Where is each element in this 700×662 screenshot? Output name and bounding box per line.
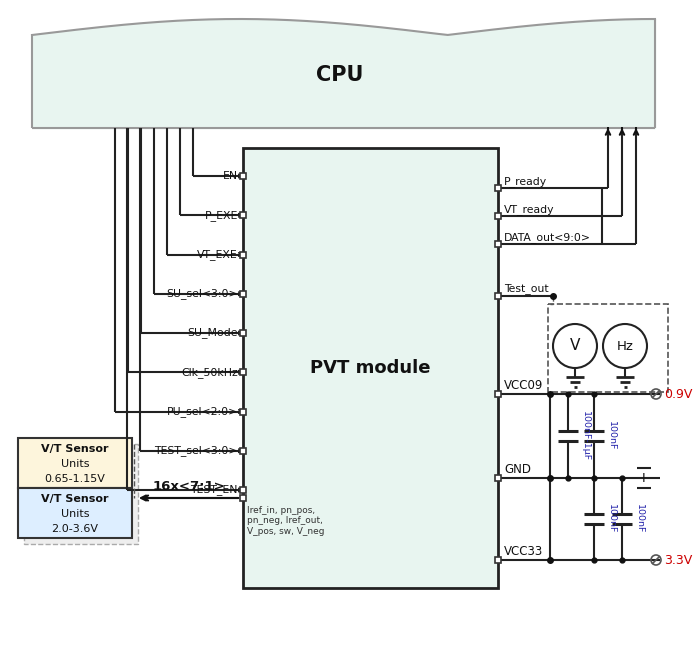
Bar (18, 488, 132, 538)
Circle shape (553, 324, 597, 368)
Text: V/T Sensor: V/T Sensor (41, 444, 108, 454)
Text: VT_ready: VT_ready (504, 204, 554, 215)
Text: Hz: Hz (617, 340, 634, 352)
Text: TEST_EN: TEST_EN (190, 485, 238, 495)
Bar (240, 448, 246, 453)
Text: TEST_sel<3:0>: TEST_sel<3:0> (155, 446, 238, 456)
Bar (495, 213, 501, 219)
Bar (495, 391, 501, 397)
Text: P_EXE: P_EXE (204, 210, 238, 220)
Text: VCC09: VCC09 (504, 379, 543, 392)
Text: GND: GND (504, 463, 531, 476)
Text: 100nF: 100nF (635, 504, 644, 534)
Text: VT_EXE: VT_EXE (197, 249, 238, 260)
Text: 0.65-1.15V: 0.65-1.15V (45, 474, 106, 484)
Text: P_ready: P_ready (504, 176, 547, 187)
Text: 100nF-1μF: 100nF-1μF (581, 411, 590, 461)
Text: V/T Sensor: V/T Sensor (41, 494, 108, 504)
Text: V: V (570, 338, 580, 354)
Bar (495, 241, 501, 247)
Bar (240, 487, 246, 493)
Bar (548, 304, 668, 392)
Text: PU_sel<2:0>: PU_sel<2:0> (167, 406, 238, 417)
Text: SU_sel<3:0>: SU_sel<3:0> (167, 288, 238, 299)
Bar (240, 213, 246, 218)
Bar (495, 293, 501, 299)
Text: Clk_50kHz: Clk_50kHz (181, 367, 238, 378)
Text: 0.9V: 0.9V (664, 387, 692, 401)
Text: 100nF: 100nF (607, 421, 616, 451)
Bar (240, 495, 246, 501)
Circle shape (603, 324, 647, 368)
Bar (18, 438, 132, 488)
Text: EN: EN (223, 171, 238, 181)
Text: Test_out: Test_out (504, 283, 549, 294)
Text: Units: Units (61, 509, 90, 519)
Bar (243, 148, 498, 588)
Bar (495, 475, 501, 481)
Text: 2.0-3.6V: 2.0-3.6V (52, 524, 99, 534)
Text: SU_Mode: SU_Mode (188, 328, 238, 338)
Bar (240, 173, 246, 179)
Text: 3.3V: 3.3V (664, 553, 692, 567)
Bar (240, 408, 246, 414)
Text: DATA_out<9:0>: DATA_out<9:0> (504, 232, 591, 243)
Text: CPU: CPU (316, 65, 364, 85)
Bar (24, 444, 138, 544)
Text: 100nF: 100nF (607, 504, 616, 534)
Bar (495, 557, 501, 563)
Bar (495, 185, 501, 191)
Bar (240, 369, 246, 375)
Text: Iref_in, pn_pos,
pn_neg, Iref_out,
V_pos, sw, V_neg: Iref_in, pn_pos, pn_neg, Iref_out, V_pos… (247, 506, 325, 536)
Text: 16x<7:1>: 16x<7:1> (152, 481, 225, 493)
Bar (240, 291, 246, 297)
Text: Units: Units (61, 459, 90, 469)
Text: VCC33: VCC33 (504, 545, 543, 558)
Bar (240, 252, 246, 258)
Bar (240, 330, 246, 336)
Text: I: I (642, 471, 646, 485)
Text: PVT module: PVT module (310, 359, 430, 377)
